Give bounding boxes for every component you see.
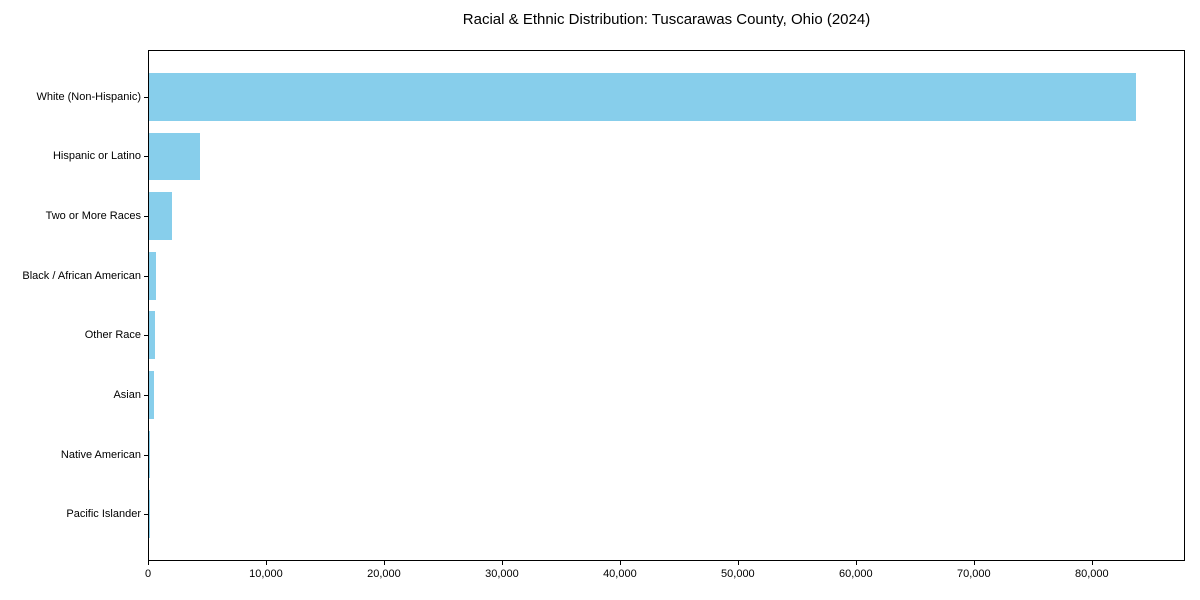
bar [149, 72, 1137, 121]
y-tick-label: Hispanic or Latino [52, 150, 141, 163]
y-tick [144, 216, 148, 218]
y-tick-label: Pacific Islander [66, 508, 141, 521]
x-tick-label: 30,000 [485, 568, 519, 580]
y-tick [144, 96, 148, 98]
x-tick [619, 561, 621, 565]
x-tick [501, 561, 503, 565]
x-tick-label: 10,000 [249, 568, 283, 580]
y-tick-label: Two or More Races [45, 210, 141, 223]
bar [149, 192, 172, 240]
y-tick [144, 275, 148, 277]
x-tick [973, 561, 975, 565]
bar [149, 371, 154, 419]
plot-area [148, 50, 1185, 561]
y-tick-label: Native American [60, 448, 141, 461]
bar [149, 251, 157, 300]
x-tick-label: 50,000 [721, 568, 755, 580]
y-tick [144, 514, 148, 516]
x-tick [855, 561, 857, 565]
x-tick-label: 20,000 [367, 568, 401, 580]
y-tick [144, 335, 148, 337]
bar [149, 132, 200, 181]
chart-title: Racial & Ethnic Distribution: Tuscarawas… [462, 11, 871, 28]
y-tick-label: Asian [113, 388, 141, 401]
x-tick-label: 80,000 [1074, 568, 1109, 580]
bar [149, 311, 156, 360]
x-tick [1091, 561, 1093, 565]
x-tick [737, 561, 739, 565]
x-tick-label: 40,000 [603, 568, 637, 580]
x-tick [383, 561, 385, 565]
bar [149, 430, 151, 479]
y-tick [144, 394, 148, 396]
x-tick [265, 561, 267, 565]
x-tick-label: 0 [144, 568, 152, 580]
y-tick [144, 156, 148, 158]
y-tick-label: White (Non-Hispanic) [36, 90, 141, 103]
x-tick [148, 561, 149, 565]
x-tick-label: 60,000 [839, 568, 873, 580]
y-tick [144, 454, 148, 456]
x-tick-label: 70,000 [956, 568, 991, 580]
y-tick-label: Black / African American [22, 269, 141, 282]
y-tick-label: Other Race [84, 329, 141, 342]
